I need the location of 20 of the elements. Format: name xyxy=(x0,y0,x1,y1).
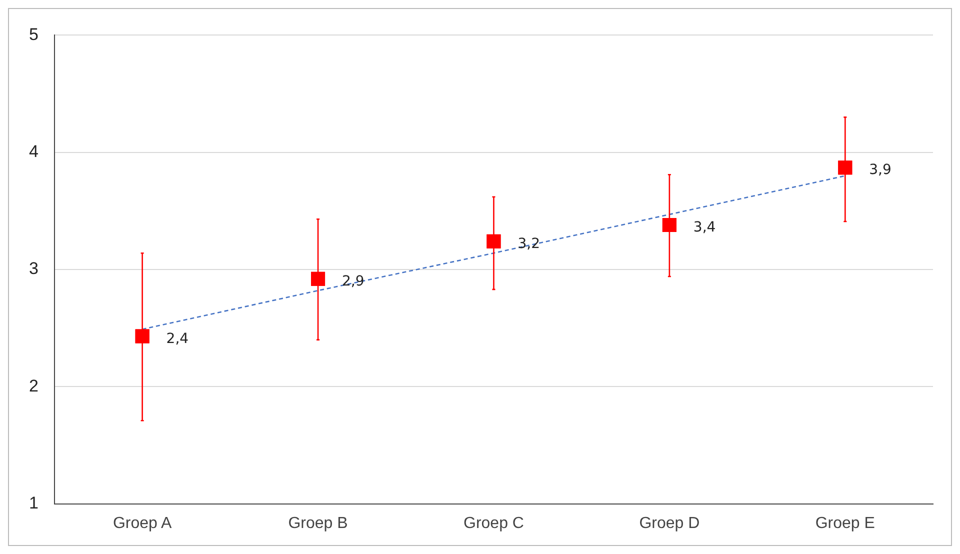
y-tick-label: 5 xyxy=(28,24,38,44)
data-label: 2,4 xyxy=(166,330,189,347)
y-tick-label: 2 xyxy=(28,376,38,396)
x-tick-label: Groep B xyxy=(288,514,348,532)
data-label: 3,4 xyxy=(693,220,716,236)
data-label: 2,9 xyxy=(342,274,364,290)
point xyxy=(311,272,326,286)
point xyxy=(135,329,150,344)
y-tick-label: 1 xyxy=(28,493,38,512)
data-label: 3,9 xyxy=(869,162,892,178)
x-tick-label: Groep A xyxy=(112,514,172,532)
point xyxy=(838,160,852,175)
x-tick-label: Groep C xyxy=(463,514,524,532)
data-label: 3,2 xyxy=(518,236,540,252)
x-tick-label: Groep D xyxy=(639,514,700,532)
x-tick-label: Groep E xyxy=(815,514,875,532)
y-tick-label: 3 xyxy=(28,259,38,278)
point xyxy=(662,218,676,232)
y-tick-label: 4 xyxy=(28,142,38,162)
point xyxy=(486,234,501,248)
